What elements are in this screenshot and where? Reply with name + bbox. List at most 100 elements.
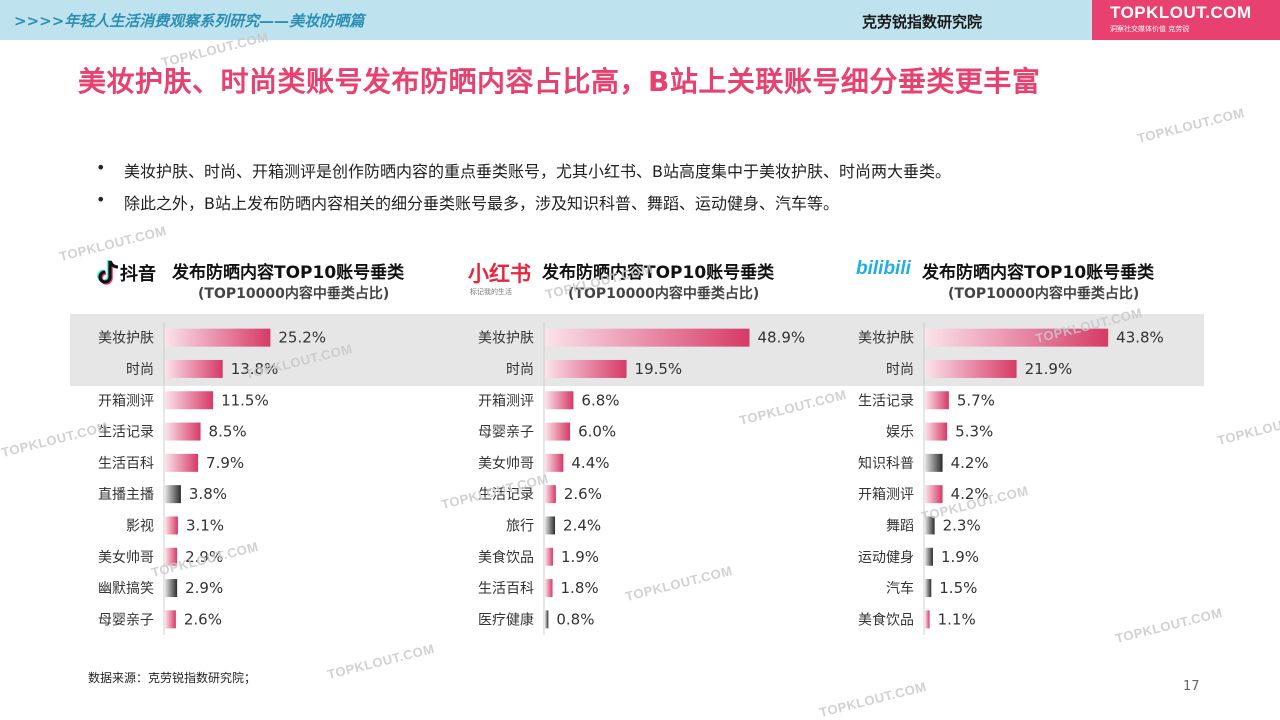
chart-subtitle: (TOP10000内容中垂类占比)	[198, 286, 390, 302]
bullet-item: • 美妆护肤、时尚、开箱测评是创作防晒内容的重点垂类账号，尤其小红书、B站高度集…	[96, 158, 951, 190]
bar	[165, 422, 201, 441]
bar	[165, 328, 271, 347]
value-label: 2.9%	[185, 579, 223, 597]
value-label: 5.7%	[957, 391, 995, 409]
bar	[545, 391, 574, 410]
value-label: 25.2%	[278, 329, 326, 347]
bilibili-bar-chart: 美妆护肤 43.8% 时尚 21.9% 生活记录 5.7% 娱乐 5.3% 知识科普 4.2% 开箱…	[858, 322, 1164, 635]
chart-subtitle: (TOP10000内容中垂类占比)	[948, 286, 1140, 302]
panel-header: 小红书 标记我的生活 发布防晒内容TOP10账号垂类 (TOP10000内容中垂…	[460, 258, 840, 306]
bullet-list: • 美妆护肤、时尚、开箱测评是创作防晒内容的重点垂类账号，尤其小红书、B站高度集…	[96, 158, 951, 222]
page-number: 17	[1183, 679, 1200, 694]
bilibili-icon: bilibili	[856, 258, 911, 279]
value-label: 11.5%	[221, 391, 269, 409]
douyin-icon	[97, 260, 119, 285]
chart-title: 发布防晒内容TOP10账号垂类	[542, 263, 775, 283]
slide-title: 美妆护肤、时尚类账号发布防晒内容占比高，B站上关联账号细分垂类更丰富	[78, 65, 1041, 98]
bar	[925, 328, 1109, 347]
bar	[545, 547, 553, 566]
category-label: 美食饮品	[478, 549, 534, 566]
category-label: 舞蹈	[886, 518, 914, 534]
douyin-bar-chart: 美妆护肤 25.2% 时尚 13.8% 开箱测评 11.5% 生活记录 8.5% 生活百科 7.9…	[98, 322, 326, 635]
bar	[925, 359, 1017, 378]
watermark: TOPKLOUT.COM	[817, 678, 928, 720]
bullet-item: • 除此之外，B站上发布防晒内容相关的细分垂类账号最多，涉及知识科普、舞蹈、运动…	[96, 190, 951, 222]
bar	[165, 391, 214, 410]
douyin-panel: 抖音 发布防晒内容TOP10账号垂类 (TOP10000内容中垂类占比) 美妆护…	[80, 258, 460, 638]
category-label: 美妆护肤	[858, 331, 914, 347]
watermark: TOPKLOUT.COM	[1135, 104, 1246, 147]
category-label: 幽默搞笑	[98, 581, 154, 597]
series-title: >>>>年轻人生活消费观察系列研究——美妆防晒篇	[14, 12, 365, 30]
value-label: 1.8%	[561, 579, 599, 597]
panel-header: 抖音 发布防晒内容TOP10账号垂类 (TOP10000内容中垂类占比)	[80, 258, 460, 306]
value-label: 3.1%	[186, 516, 224, 534]
bar	[545, 610, 549, 629]
bar	[925, 610, 930, 629]
chart-title: 发布防晒内容TOP10账号垂类	[922, 263, 1155, 283]
value-label: 13.8%	[231, 360, 279, 378]
bar	[925, 485, 943, 504]
value-label: 8.5%	[209, 423, 247, 441]
value-label: 4.4%	[571, 454, 609, 472]
category-label: 生活百科	[98, 456, 154, 472]
bar	[545, 453, 564, 472]
value-label: 4.2%	[951, 454, 989, 472]
category-label: 美女帅哥	[98, 549, 154, 566]
value-label: 48.9%	[757, 329, 805, 347]
xiaohongshu-panel: 小红书 标记我的生活 发布防晒内容TOP10账号垂类 (TOP10000内容中垂…	[460, 258, 840, 638]
category-label: 开箱测评	[478, 393, 534, 409]
category-label: 运动健身	[858, 550, 914, 566]
value-label: 7.9%	[206, 454, 244, 472]
value-label: 3.8%	[189, 485, 227, 503]
category-label: 娱乐	[886, 425, 914, 441]
bar	[545, 485, 556, 504]
bar	[925, 579, 932, 598]
logo-subtext: 洞察社交媒体价值 克劳锐	[1110, 25, 1190, 33]
category-label: 母婴亲子	[98, 612, 154, 628]
category-label: 时尚	[126, 362, 154, 378]
org-name: 克劳锐指数研究院	[862, 13, 983, 31]
bar	[165, 610, 176, 629]
value-label: 2.9%	[185, 548, 223, 566]
category-label: 影视	[126, 518, 154, 534]
value-label: 5.3%	[955, 423, 993, 441]
value-label: 1.9%	[561, 548, 599, 566]
category-label: 时尚	[506, 362, 534, 378]
bar	[925, 422, 948, 441]
bullet-text: 除此之外，B站上发布防晒内容相关的细分垂类账号最多，涉及知识科普、舞蹈、运动健身…	[124, 194, 839, 213]
chart-subtitle: (TOP10000内容中垂类占比)	[568, 286, 760, 302]
bar	[545, 516, 556, 535]
category-label: 美女帅哥	[478, 455, 534, 472]
value-label: 2.6%	[184, 610, 222, 628]
category-label: 旅行	[506, 518, 534, 534]
bar	[165, 453, 199, 472]
xiaohongshu-bar-chart: 美妆护肤 48.9% 时尚 19.5% 开箱测评 6.8% 母婴亲子 6.0% 美女帅哥 4.4%…	[478, 322, 805, 635]
bullet-text: 美妆护肤、时尚、开箱测评是创作防晒内容的重点垂类账号，尤其小红书、B站高度集中于…	[124, 162, 951, 181]
value-label: 4.2%	[951, 485, 989, 503]
value-label: 19.5%	[635, 360, 683, 378]
bar	[165, 579, 178, 598]
douyin-logo: 抖音	[96, 258, 166, 292]
logo-text: TOPKLOUT.COM	[1110, 3, 1252, 22]
bar	[925, 453, 943, 472]
category-label: 开箱测评	[858, 487, 914, 503]
data-source: 数据来源：克劳锐指数研究院；	[88, 671, 257, 685]
category-label: 美妆护肤	[478, 331, 534, 347]
value-label: 21.9%	[1025, 360, 1073, 378]
category-label: 生活记录	[858, 393, 914, 409]
bullet-dot: •	[96, 158, 106, 177]
value-label: 2.4%	[563, 516, 601, 534]
category-label: 汽车	[886, 580, 914, 597]
value-label: 6.0%	[578, 423, 616, 441]
category-label: 生活记录	[478, 487, 534, 503]
bar	[165, 485, 181, 504]
value-label: 43.8%	[1116, 329, 1164, 347]
category-label: 知识科普	[858, 455, 914, 472]
value-label: 1.1%	[938, 610, 976, 628]
value-label: 2.6%	[564, 485, 602, 503]
category-label: 直播主播	[98, 486, 154, 503]
value-label: 1.5%	[939, 579, 977, 597]
xiaohongshu-name: 小红书	[468, 262, 531, 286]
topklout-logo: TOPKLOUT.COM 洞察社交媒体价值 克劳锐	[1092, 0, 1280, 40]
